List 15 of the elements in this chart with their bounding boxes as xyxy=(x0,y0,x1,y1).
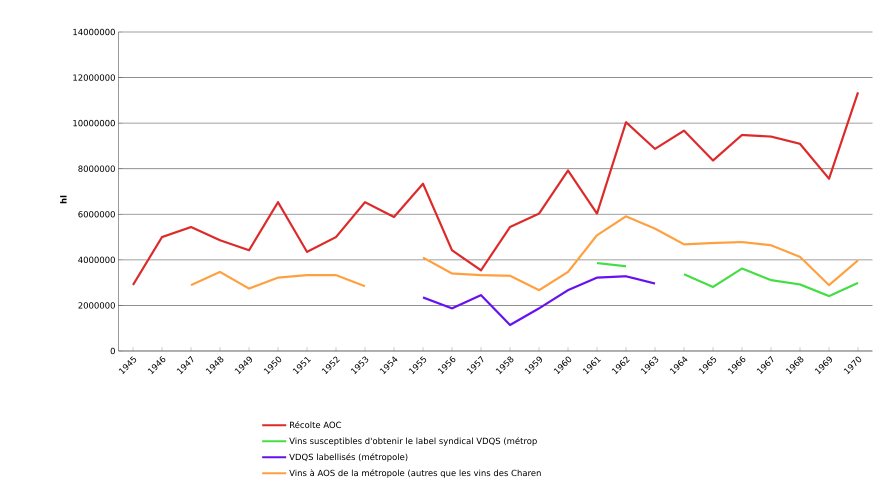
legend-label: VDQS labellisés (métropole) xyxy=(289,453,408,462)
line-series xyxy=(132,91,860,286)
y-tick-label: 2000000 xyxy=(78,302,115,309)
legend-label: Récolte AOC xyxy=(290,421,342,428)
y-axis-title: hl xyxy=(60,196,67,204)
legend-label: Vins à AOS de la métropole (autres que les vins des Charen xyxy=(289,469,541,478)
y-tick-label: 10000000 xyxy=(73,120,115,126)
y-tick-label: 8000000 xyxy=(78,166,115,172)
line-series xyxy=(422,275,656,326)
y-tick-label: 14000000 xyxy=(73,28,115,36)
y-tick-label: 12000000 xyxy=(73,74,115,81)
y-tick-label: 4000000 xyxy=(78,256,115,264)
y-tick-label: 0 xyxy=(110,348,115,354)
legend-label: Vins susceptibles d'obtenir le label syndical VDQS (métrop xyxy=(289,437,537,446)
y-tick-label: 6000000 xyxy=(78,211,115,218)
